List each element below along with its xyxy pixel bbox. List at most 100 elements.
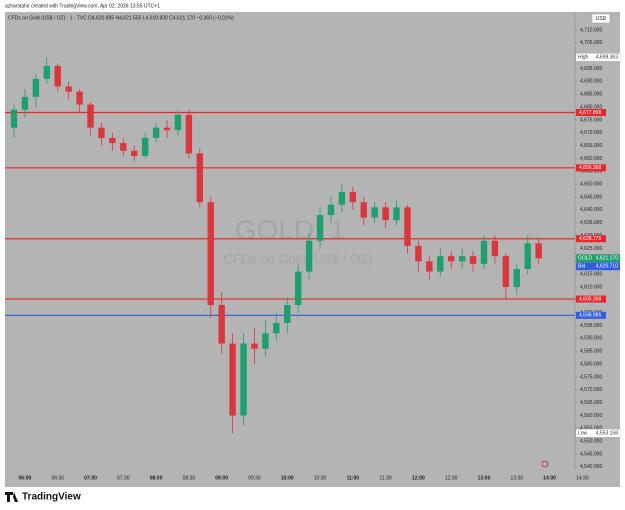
watermark-subtitle: CFDs on Gold (US$ / OZ): [224, 251, 373, 266]
badge-price: 4,620.710: [596, 264, 618, 270]
x-tick-label: 12:00: [412, 475, 425, 481]
y-tick-label: 4,580.000: [580, 361, 602, 367]
y-tick-label: 4,705.000: [580, 40, 602, 46]
candle-body: [87, 104, 94, 128]
candle-body: [174, 114, 182, 131]
level-badge: [576, 108, 606, 116]
y-tick-label: 4,565.000: [580, 400, 602, 406]
x-tick-label: 11:00: [347, 475, 360, 481]
candle-body: [294, 271, 302, 305]
y-tick-label: 4,550.000: [580, 439, 602, 445]
x-tick-label: 07:00: [84, 475, 97, 481]
candle-body: [535, 243, 542, 259]
candle-body: [448, 256, 455, 262]
y-tick-label: 4,575.000: [580, 374, 602, 380]
x-tick-label: 11:30: [380, 475, 392, 481]
candle-body: [327, 204, 335, 216]
y-tick-label: 4,635.000: [580, 220, 602, 226]
candle-body: [502, 256, 510, 288]
candle-body: [229, 343, 236, 416]
x-tick-label: 09:30: [248, 475, 261, 481]
y-tick-label: 4,690.000: [580, 79, 602, 85]
candle-body: [218, 304, 225, 344]
candle-body: [251, 343, 258, 349]
y-tick-label: 4,560.000: [580, 413, 602, 419]
currency-box[interactable]: [591, 13, 611, 24]
candle-body: [305, 240, 313, 272]
watermark: GOLD, 1: [235, 214, 345, 245]
y-tick-label: 4,665.000: [580, 143, 602, 149]
badge-name: Bid: [578, 264, 585, 270]
logo-text: TradingView: [22, 492, 81, 503]
badge-price: 4,621.170: [596, 256, 618, 262]
candle-body: [131, 150, 138, 156]
y-tick-label: 4,660.000: [580, 156, 602, 162]
y-tick-label: 4,710.000: [580, 27, 602, 33]
badge-name: Low: [578, 430, 588, 436]
level-badge: [576, 164, 606, 172]
y-tick-label: 4,610.000: [580, 284, 602, 290]
candle-body: [491, 240, 499, 257]
x-tick-label: 10:00: [281, 475, 294, 481]
y-tick-label: 4,595.000: [580, 323, 602, 329]
price-badge: [575, 428, 621, 438]
symbol-title: CFDs on Gold (US$ / OZ) · 1 · TVC: [8, 15, 87, 21]
candle-body: [152, 127, 160, 138]
candle-body: [513, 269, 520, 288]
y-tick-label: 4,570.000: [580, 387, 602, 393]
candle-body: [404, 207, 411, 246]
x-tick-label: 07:30: [117, 475, 130, 481]
currency[interactable]: USD: [596, 16, 607, 22]
event-icon[interactable]: [541, 460, 549, 468]
x-tick-label: 13:30: [511, 475, 524, 481]
candle-body: [469, 256, 477, 264]
level-badge: [576, 311, 606, 319]
candle-body: [458, 256, 466, 262]
x-tick-label: 10:30: [314, 475, 327, 481]
candle-body: [163, 127, 171, 131]
candle-body: [393, 207, 400, 221]
candle-body: [349, 191, 357, 203]
y-tick-label: 4,625.000: [580, 246, 602, 252]
candle-body: [284, 304, 291, 323]
candle-body: [54, 65, 61, 87]
candle-body: [109, 137, 116, 144]
candle-body: [426, 261, 433, 272]
candle-body: [185, 114, 193, 154]
y-tick-label: 4,670.000: [580, 130, 602, 136]
time-axis-background: [5, 470, 620, 487]
x-tick-label: 09:00: [215, 475, 228, 481]
y-tick-label: 4,675.000: [580, 117, 602, 123]
x-tick-label: 06:30: [51, 475, 64, 481]
y-tick-label: 4,590.000: [580, 336, 602, 342]
badge-price: 4,553.158: [596, 430, 618, 436]
candle-body: [360, 202, 367, 218]
price-badge: [575, 262, 621, 271]
badge-name: High: [578, 55, 589, 61]
candle-body: [437, 256, 444, 272]
level-label: 4,605.308: [579, 296, 601, 302]
badge-name: GOLD: [578, 256, 593, 262]
x-tick-label: 12:30: [445, 475, 458, 481]
candle-body: [338, 191, 346, 205]
x-tick-label: 06:00: [19, 475, 32, 481]
candle-body: [480, 240, 488, 264]
plot-background: [5, 12, 575, 470]
y-tick-label: 4,540.000: [580, 464, 602, 470]
level-label: 4,677.898: [579, 110, 601, 116]
y-tick-label: 4,555.000: [580, 426, 602, 432]
candle-body: [371, 207, 378, 218]
level-badge: [576, 295, 606, 303]
level-badge: [576, 235, 606, 243]
x-tick-label: 08:30: [183, 475, 196, 481]
candle-body: [10, 109, 18, 128]
y-tick-label: 4,615.000: [580, 271, 602, 277]
candle-body: [32, 78, 40, 97]
y-tick-label: 4,585.000: [580, 349, 602, 355]
candle-body: [76, 91, 83, 105]
x-tick-label: 14:30: [576, 475, 589, 481]
candle-body: [43, 65, 50, 79]
x-tick-label: 14:00: [543, 475, 556, 481]
candle-body: [207, 202, 214, 305]
level-label: 4,656.368: [579, 165, 601, 171]
